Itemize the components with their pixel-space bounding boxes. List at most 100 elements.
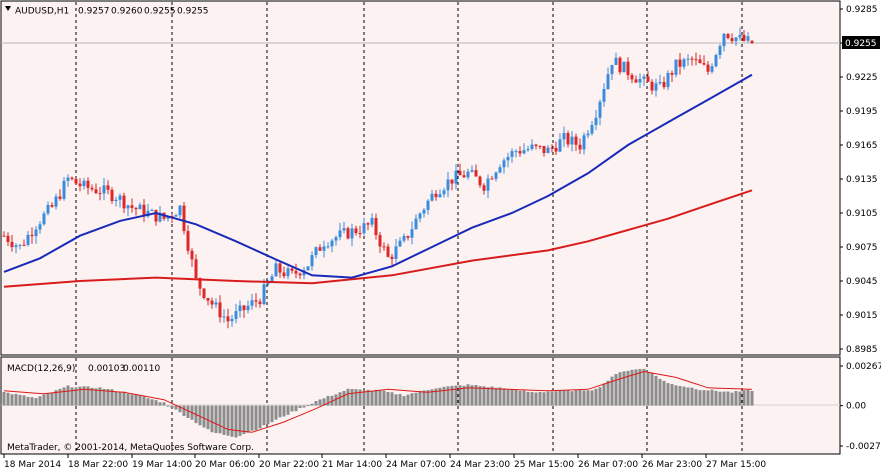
macd-bar xyxy=(170,405,174,409)
candle-body xyxy=(406,236,410,238)
price-axis-label: 0.9015 xyxy=(846,311,878,321)
macd-bar xyxy=(638,369,642,406)
macd-bar xyxy=(258,405,262,429)
candle-body xyxy=(206,298,210,301)
candle-body xyxy=(46,204,50,214)
candle-body xyxy=(90,187,94,190)
macd-bar xyxy=(46,393,50,406)
triangle-down-icon[interactable] xyxy=(5,6,11,11)
candle-body xyxy=(322,246,326,251)
macd-bar xyxy=(610,376,614,406)
time-axis-label: 18 Mar 2014 xyxy=(4,460,61,470)
macd-bar xyxy=(242,405,246,435)
chart-title: AUDUSD,H1 xyxy=(15,7,69,17)
macd-bar xyxy=(430,389,434,406)
macd-bar xyxy=(118,392,122,406)
candle-body xyxy=(74,178,78,184)
time-axis-label: 20 Mar 22:00 xyxy=(259,460,319,470)
candle-body xyxy=(534,144,538,146)
macd-bar xyxy=(394,394,398,406)
candle-body xyxy=(426,200,430,210)
macd-bar xyxy=(434,388,438,406)
macd-bar xyxy=(418,390,422,406)
candle-body xyxy=(366,223,370,225)
candle-body xyxy=(2,235,6,237)
candle-body xyxy=(734,37,738,42)
macd-bar xyxy=(222,405,226,435)
macd-bar xyxy=(526,391,530,406)
macd-bar xyxy=(446,386,450,406)
candle-body xyxy=(410,229,414,238)
macd-bar xyxy=(654,375,658,406)
time-axis-label: 26 Mar 23:00 xyxy=(642,460,702,470)
candle-body xyxy=(62,180,66,199)
candle-body xyxy=(510,151,514,157)
candle-body xyxy=(342,228,346,231)
candle-body xyxy=(618,57,622,73)
macd-bar xyxy=(34,398,38,406)
macd-bar xyxy=(282,405,286,417)
macd-bar xyxy=(406,394,410,406)
candle-body xyxy=(142,204,146,217)
time-axis-label: 19 Mar 14:00 xyxy=(132,460,192,470)
macd-bar xyxy=(298,405,302,409)
price-panel-bg xyxy=(0,0,841,356)
candle-body xyxy=(34,229,38,237)
candle-body xyxy=(442,190,446,195)
macd-bar xyxy=(494,387,498,406)
macd-bar xyxy=(666,383,670,406)
macd-bar xyxy=(234,405,238,438)
macd-bar xyxy=(578,389,582,406)
macd-bar xyxy=(322,398,326,406)
macd-bar xyxy=(134,394,138,406)
macd-main-value: 0.00103 xyxy=(88,364,125,374)
copyright-text: MetaTrader, © 2001-2014, MetaQuotes Soft… xyxy=(7,443,254,453)
macd-bar xyxy=(182,405,186,416)
time-axis-label: 24 Mar 23:00 xyxy=(450,460,510,470)
macd-bar xyxy=(742,390,746,406)
candle-body xyxy=(346,228,350,239)
macd-bar xyxy=(634,369,638,406)
candle-body xyxy=(294,270,298,274)
macd-bar xyxy=(378,390,382,406)
candle-body xyxy=(158,212,162,222)
macd-axis-label: 0.00 xyxy=(846,402,866,412)
macd-bar xyxy=(238,405,242,436)
macd-bar xyxy=(26,396,30,406)
macd-bar xyxy=(510,388,514,406)
macd-bar xyxy=(454,385,458,406)
candle-body xyxy=(550,147,554,149)
macd-bar xyxy=(422,390,426,406)
macd-bar xyxy=(50,392,54,406)
macd-bar xyxy=(110,389,114,406)
time-axis-label: 24 Mar 07:00 xyxy=(386,460,446,470)
candle-body xyxy=(418,213,422,219)
macd-bar xyxy=(534,392,538,406)
macd-bar xyxy=(338,392,342,406)
macd-bar xyxy=(318,399,322,406)
price-axis-label: 0.9195 xyxy=(846,107,878,117)
candle-body xyxy=(82,180,86,187)
macd-bar xyxy=(262,405,266,426)
candle-body xyxy=(686,58,690,60)
candle-body xyxy=(226,316,230,322)
macd-bar xyxy=(622,371,626,406)
candle-body xyxy=(290,268,294,271)
candle-body xyxy=(498,167,502,173)
macd-bar xyxy=(478,386,482,406)
candle-body xyxy=(514,151,518,153)
candle-body xyxy=(214,302,218,305)
macd-bar xyxy=(570,391,574,406)
macd-bar xyxy=(602,383,606,406)
price-axis-label: 0.9135 xyxy=(846,175,878,185)
macd-bar xyxy=(398,394,402,406)
candle-body xyxy=(722,33,726,47)
candle-body xyxy=(458,170,462,176)
macd-bar xyxy=(38,396,42,406)
macd-bar xyxy=(14,393,18,406)
macd-histogram xyxy=(2,368,754,438)
candle-body xyxy=(506,156,510,161)
candle-body xyxy=(194,259,198,279)
macd-bar xyxy=(326,395,330,406)
macd-bar xyxy=(198,405,202,426)
